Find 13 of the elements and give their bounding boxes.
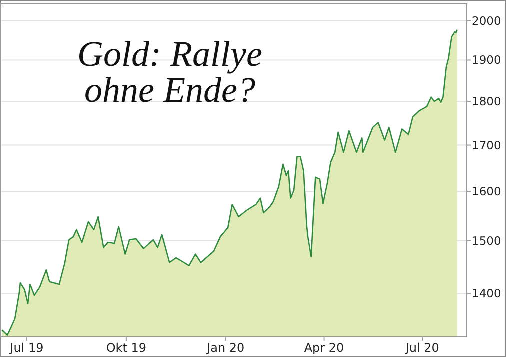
- y-tick-label: 1400: [472, 286, 502, 301]
- x-tick-label: Jul 20: [404, 341, 440, 355]
- x-tick-label: Jul 19: [9, 341, 44, 355]
- y-tick-label: 1500: [472, 234, 502, 248]
- x-tick-label: Okt 19: [106, 341, 147, 355]
- y-tick-label: 1900: [472, 53, 502, 68]
- y-tick-label: 2000: [472, 14, 502, 28]
- y-tick-label: 1700: [472, 138, 502, 152]
- x-tick-label: Apr 20: [304, 341, 344, 355]
- text: Gold: Rallye ohne Ende?: [78, 34, 262, 110]
- y-tick-label: 1800: [472, 94, 502, 109]
- x-tick-label: Jan 20: [206, 341, 245, 355]
- y-tick-label: 1600: [472, 184, 502, 199]
